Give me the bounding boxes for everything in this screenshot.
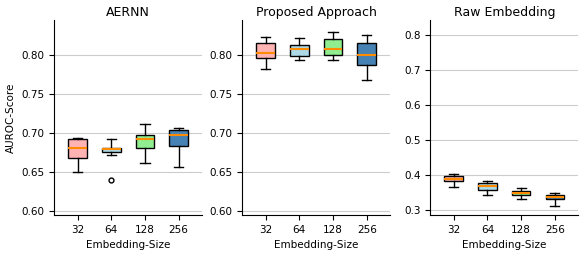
PathPatch shape bbox=[545, 195, 564, 199]
Title: Raw Embedding: Raw Embedding bbox=[454, 6, 555, 18]
PathPatch shape bbox=[102, 148, 120, 152]
PathPatch shape bbox=[512, 191, 530, 195]
PathPatch shape bbox=[478, 183, 497, 190]
PathPatch shape bbox=[68, 138, 87, 158]
Title: AERNN: AERNN bbox=[106, 6, 150, 18]
X-axis label: Embedding-Size: Embedding-Size bbox=[86, 240, 171, 250]
X-axis label: Embedding-Size: Embedding-Size bbox=[462, 240, 547, 250]
PathPatch shape bbox=[169, 130, 188, 146]
PathPatch shape bbox=[290, 45, 308, 57]
Y-axis label: AUROC-Score: AUROC-Score bbox=[6, 82, 16, 153]
PathPatch shape bbox=[135, 135, 154, 148]
PathPatch shape bbox=[357, 43, 376, 65]
X-axis label: Embedding-Size: Embedding-Size bbox=[274, 240, 359, 250]
Title: Proposed Approach: Proposed Approach bbox=[256, 6, 377, 18]
PathPatch shape bbox=[444, 176, 463, 181]
PathPatch shape bbox=[256, 43, 275, 58]
PathPatch shape bbox=[324, 39, 342, 55]
